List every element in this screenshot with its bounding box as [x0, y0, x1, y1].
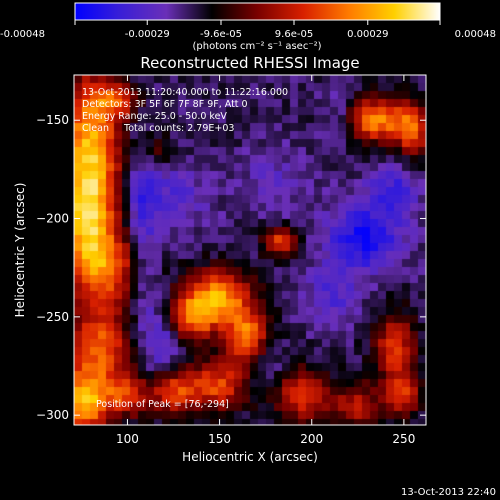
colorbar-tick-label: -9.6e-05 — [200, 29, 242, 40]
colorbar-tick-label: 0.00048 — [455, 29, 496, 40]
annotation-clean-counts: Clean Total counts: 2.79E+03 — [82, 123, 234, 134]
x-tick-label: 250 — [392, 432, 415, 446]
colorbar-tick-label: -0.00029 — [125, 29, 170, 40]
y-tick-label: −200 — [36, 212, 69, 226]
annotation-time-range: 13-Oct-2013 11:20:40.000 to 11:22:16.000 — [82, 87, 288, 98]
x-tick-label: 200 — [300, 432, 323, 446]
colorbar-frame — [74, 2, 441, 21]
y-axis: −150 −200 −250 −300 — [36, 113, 426, 422]
y-tick-label: −300 — [36, 408, 69, 422]
heatmap-image — [74, 75, 426, 425]
plot-area — [73, 74, 427, 426]
colorbar-unit-label: (photons cm⁻² s⁻¹ asec⁻²) — [192, 41, 321, 52]
footer-timestamp: 13-Oct-2013 22:40 — [401, 487, 496, 498]
x-axis-label: Heliocentric X (arcsec) — [182, 450, 318, 464]
colorbar: -0.00048 -0.00029 -9.6e-05 9.6e-05 0.00029 0.… — [0, 2, 496, 52]
plot-annotations: 13-Oct-2013 11:20:40.000 to 11:22:16.000… — [82, 87, 288, 410]
y-tick-label: −150 — [36, 113, 69, 127]
y-tick-label: −250 — [36, 310, 69, 324]
x-tick-label: 150 — [208, 432, 231, 446]
x-tick-label: 100 — [116, 432, 139, 446]
annotation-detectors: Detectors: 3F 5F 6F 7F 8F 9F, Att 0 — [82, 99, 248, 110]
colorbar-tick-labels: -0.00048 -0.00029 -9.6e-05 9.6e-05 0.00029 0.… — [0, 29, 496, 40]
y-axis-label: Heliocentric Y (arcsec) — [13, 183, 27, 318]
chart-title: Reconstructed RHESSI Image — [140, 54, 359, 72]
colorbar-tick-label: 9.6e-05 — [275, 29, 313, 40]
colorbar-tick-label: 0.00029 — [347, 29, 388, 40]
x-axis: 100 150 200 250 — [116, 75, 415, 446]
colorbar-gradient — [75, 3, 440, 20]
annotation-peak-position: Position of Peak = [76,-294] — [96, 399, 229, 410]
plot-frame — [73, 74, 427, 426]
annotation-energy-range: Energy Range: 25.0 - 50.0 keV — [82, 111, 227, 122]
colorbar-ticks — [74, 20, 441, 25]
colorbar-tick-label: -0.00048 — [0, 29, 45, 40]
